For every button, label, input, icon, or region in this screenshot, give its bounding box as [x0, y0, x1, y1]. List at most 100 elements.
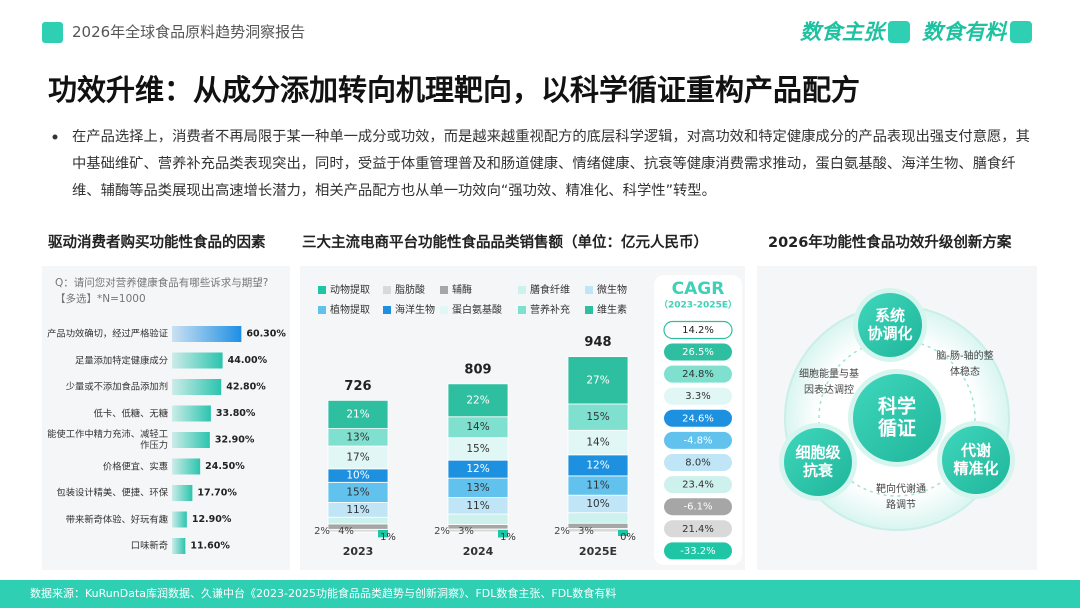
node-label: 抗衰 — [803, 462, 834, 480]
bar-segment — [327, 399, 389, 429]
footer-text: 数据来源：KuRunData库润数据、久谦中台《2023-2025功能食品品类趋… — [30, 587, 617, 600]
diagram-node — [942, 426, 1010, 494]
cagr-label: 23.4% — [682, 480, 714, 491]
value-label: 44.00% — [228, 355, 268, 366]
legend-label: 海洋生物 — [395, 303, 435, 316]
bar — [172, 379, 222, 395]
legend-label: 微生物 — [597, 283, 627, 296]
bar-label: 低卡、低糖、无糖 — [93, 408, 168, 419]
footer-bar — [0, 580, 1080, 608]
cagr-label: -4.8% — [683, 435, 712, 446]
segment-label: 15% — [466, 443, 489, 455]
x-tick-label: 2025E — [579, 545, 617, 558]
segment-label: 10% — [346, 470, 369, 482]
value-label: 60.30% — [246, 329, 286, 340]
diagram-note: 靶向代谢通路调节 — [876, 484, 926, 511]
segment-label: 11% — [586, 480, 609, 492]
value-label: 42.80% — [226, 382, 266, 393]
segment-label: 11% — [346, 504, 369, 516]
legend-swatch — [383, 286, 391, 294]
bar — [172, 405, 211, 422]
question: Q：请问您对营养健康食品有哪些诉求与期望? — [55, 277, 269, 289]
diagram-node — [858, 293, 922, 357]
cagr-label: -6.1% — [683, 502, 712, 513]
legend-label: 维生素 — [597, 303, 627, 316]
legend-label: 辅酶 — [452, 283, 472, 296]
segment-label: 3% — [578, 526, 594, 537]
bar — [172, 538, 186, 554]
section-title: 三大主流电商平台功能性食品品类销售额（单位：亿元人民币） — [302, 235, 708, 251]
bar-label: 能使工作中精力充沛、减轻工作压力 — [47, 429, 168, 451]
logo: 数食主张 — [800, 20, 884, 44]
bar — [172, 326, 242, 342]
bar-label: 口味新奇 — [130, 540, 168, 552]
section-title: 2026年功能性食品功效升级创新方案 — [768, 235, 1012, 251]
node-label: 协调化 — [867, 325, 912, 343]
bullet-text: 在产品选择上，消费者不再局限于某一种单一成分或功效，而是越来越重视配方的底层科学… — [72, 129, 1030, 199]
cagr-title: CAGR — [672, 279, 725, 299]
bar — [172, 458, 201, 475]
bar-segment — [447, 524, 509, 530]
value-label: 17.70% — [197, 488, 237, 499]
segment-label: 12% — [586, 459, 609, 471]
bar-label: 少量或不添加食品添加剂 — [65, 381, 168, 393]
segment-label: 14% — [466, 421, 489, 433]
value-label: 11.60% — [190, 541, 230, 552]
cagr-label: 26.5% — [682, 347, 714, 358]
cagr-pill — [664, 409, 732, 427]
report-title: 2026年全球食品原料趋势洞察报告 — [72, 23, 306, 41]
cagr-pill — [664, 520, 732, 538]
legend-swatch — [518, 286, 526, 294]
bar-segment — [618, 530, 628, 536]
cagr-pill — [664, 454, 732, 471]
logo-badge — [1010, 21, 1032, 43]
bar-label: 包装设计精美、便捷、环保 — [56, 487, 168, 499]
segment-label: 22% — [466, 394, 489, 406]
segment-label: 2% — [554, 526, 570, 537]
bar-segment — [378, 530, 388, 538]
legend-swatch — [585, 306, 593, 314]
bar-label: 产品功效确切，经过严格验证 — [47, 328, 168, 340]
bar — [172, 485, 193, 501]
segment-label: 27% — [586, 374, 609, 386]
bar-label: 价格便宜、实惠 — [102, 461, 168, 472]
note: 【多选】*N=1000 — [55, 293, 146, 305]
legend-swatch — [318, 306, 326, 314]
segment-label: 2% — [314, 526, 330, 537]
cagr-pill — [664, 343, 732, 361]
diagram-note: 细胞能量与基因表达调控 — [799, 369, 859, 396]
cagr-label: 8.0% — [685, 458, 710, 469]
bar-segment — [567, 522, 629, 529]
total-label: 726 — [344, 379, 371, 394]
segment-label: 15% — [586, 411, 609, 423]
value-label: 33.80% — [216, 408, 256, 419]
segment-label: 17% — [346, 451, 369, 463]
segment-label: 0% — [620, 532, 636, 543]
segment-label: 21% — [346, 408, 369, 420]
legend-label: 脂肪酸 — [395, 283, 425, 296]
cagr-period: （2023-2025E） — [659, 300, 737, 311]
segment-label: 12% — [466, 463, 489, 475]
diagram-note: 脑-肠-轴的整体稳态 — [936, 351, 994, 378]
legend-swatch — [440, 286, 448, 294]
legend-swatch — [518, 306, 526, 314]
x-tick-label: 2024 — [463, 545, 494, 558]
bar-segment — [498, 530, 508, 538]
cagr-label: 14.2% — [682, 325, 714, 336]
report-logo — [42, 22, 63, 43]
node-label: 科学 — [878, 395, 916, 418]
cagr-label: -33.2% — [680, 546, 715, 557]
cagr-pill — [664, 387, 732, 405]
cagr-pill — [664, 365, 732, 383]
segment-label: 1% — [380, 532, 396, 543]
segment-label: 15% — [346, 486, 369, 498]
legend-label: 蛋白氨基酸 — [452, 303, 502, 316]
segment-label: 14% — [586, 437, 609, 449]
bar-segment — [327, 523, 389, 530]
legend-swatch — [383, 306, 391, 314]
cagr-label: 3.3% — [685, 391, 710, 402]
node-label: 细胞级 — [795, 444, 841, 462]
bar — [172, 432, 210, 448]
bar-segment — [447, 383, 509, 418]
